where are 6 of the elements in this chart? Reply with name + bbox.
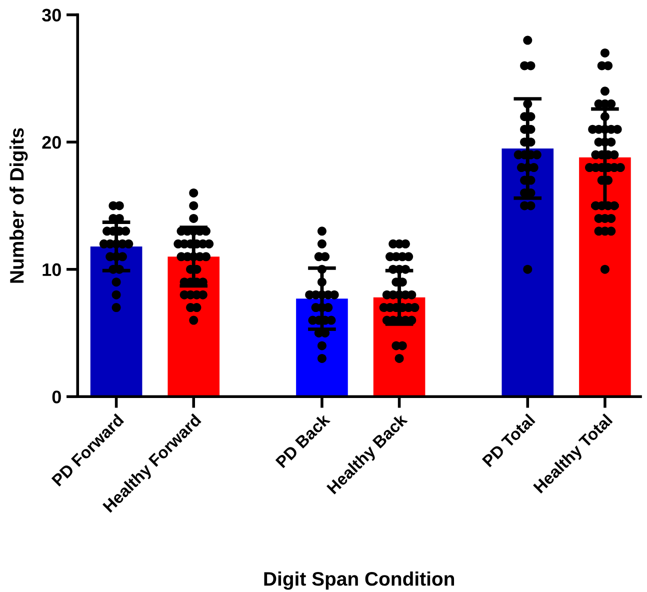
y-tick-label: 0 bbox=[52, 390, 61, 404]
y-tick-label: 10 bbox=[42, 263, 61, 276]
y-axis-title: Number of Digits bbox=[9, 128, 28, 283]
x-axis-title: Digit Span Condition bbox=[264, 571, 454, 590]
y-tick-label: 30 bbox=[42, 8, 61, 22]
y-tick-label: 20 bbox=[42, 136, 61, 149]
